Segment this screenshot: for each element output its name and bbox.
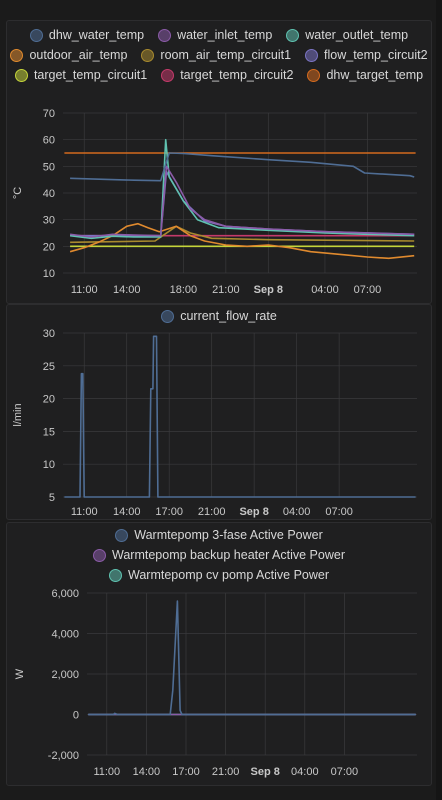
y-tick-label: 30 [43, 215, 55, 227]
x-tick-label: 21:00 [212, 284, 240, 296]
legend-swatch [161, 309, 175, 323]
y-tick-label: 20 [43, 394, 55, 406]
y-tick-label: 2,000 [51, 669, 79, 681]
series-line-room-air-temp-circuit1 [70, 225, 415, 244]
legend-swatch [158, 28, 172, 42]
legend-item-warmtepomp-cv-pomp-active-power[interactable]: Warmtepomp cv pomp Active Power [109, 567, 329, 583]
y-tick-label: 60 [43, 135, 55, 147]
legend-item-current-flow-rate[interactable]: current_flow_rate [161, 308, 277, 324]
legend-swatch [109, 568, 122, 582]
legend-label: current_flow_rate [180, 309, 277, 323]
y-tick-label: 6,000 [51, 588, 79, 600]
legend-item-warmtepomp-3-fase-active-power[interactable]: Warmtepomp 3-fase Active Power [115, 527, 323, 543]
power-panel: Warmtepomp 3-fase Active Power Warmtepomp… [6, 522, 432, 786]
legend-label: dhw_water_temp [48, 28, 145, 42]
flow-rate-panel: current_flow_rate 5 10 15 20 25 30 11:00 14:00 1… [6, 304, 432, 520]
x-tick-label: 14:00 [113, 284, 141, 296]
y-tick-label: -2,000 [48, 750, 79, 762]
y-tick-label: 4,000 [51, 629, 79, 641]
legend-label: room_air_temp_circuit1 [160, 48, 292, 62]
legend-item-dhw-target-temp[interactable]: dhw_target_temp [307, 67, 423, 83]
legend-label: Warmtepomp cv pomp Active Power [128, 568, 329, 582]
x-tick-label: 11:00 [93, 766, 120, 778]
x-tick-label: 04:00 [311, 284, 339, 296]
legend-label: water_inlet_temp [177, 28, 273, 42]
legend-swatch [14, 68, 28, 82]
legend-item-outdoor-air-temp[interactable]: outdoor_air_temp [10, 47, 127, 63]
x-tick-label: 18:00 [170, 284, 198, 296]
y-axis-label: °C [12, 187, 24, 199]
series-line-flow-temp-circuit2 [70, 170, 415, 237]
legend-item-water-outlet-temp[interactable]: water_outlet_temp [286, 27, 408, 43]
x-tick-label: 11:00 [71, 506, 98, 518]
y-tick-label: 25 [43, 361, 55, 373]
legend-swatch [115, 528, 129, 542]
x-tick-label: 11:00 [71, 284, 98, 296]
legend-label: dhw_target_temp [326, 68, 424, 82]
x-tick-label: 04:00 [283, 506, 311, 518]
x-tick-label: 14:00 [113, 506, 141, 518]
y-tick-label: 30 [43, 328, 55, 340]
legend-item-room-air-temp-circuit1[interactable]: room_air_temp_circuit1 [141, 47, 291, 63]
legend-label: target_temp_circuit1 [33, 68, 148, 82]
x-tick-label: 21:00 [198, 506, 226, 518]
power-chart: -2,000 0 2,000 4,000 6,000 11:00 14:00 17:00 21:… [14, 588, 417, 778]
y-tick-label: 15 [43, 426, 55, 438]
legend-swatch [307, 68, 321, 82]
series-line-water-inlet-temp [69, 165, 415, 238]
legend-item-warmtepomp-backup-heater-active-power[interactable]: Warmtepomp backup heater Active Power [93, 547, 345, 563]
power-legend: Warmtepomp 3-fase Active Power Warmtepomp… [7, 527, 431, 583]
x-tick-label: 14:00 [133, 766, 161, 778]
y-tick-label: 5 [49, 492, 55, 504]
y-tick-label: 40 [43, 188, 55, 200]
legend-swatch [141, 48, 155, 62]
temperature-legend: dhw_water_temp water_inlet_temp water_outl… [7, 27, 431, 83]
flow-rate-chart: 5 10 15 20 25 30 11:00 14:00 17:00 21:00 Sep 8 04:0… [12, 328, 417, 518]
legend-item-target-temp-circuit1[interactable]: target_temp_circuit1 [14, 67, 148, 83]
legend-swatch [305, 48, 319, 62]
y-tick-label: 0 [73, 710, 79, 722]
legend-item-water-inlet-temp[interactable]: water_inlet_temp [158, 27, 272, 43]
x-tick-label: 07:00 [325, 506, 353, 518]
x-tick-label: 07:00 [331, 766, 359, 778]
y-tick-label: 10 [43, 459, 55, 471]
legend-label: Warmtepomp backup heater Active Power [112, 548, 345, 562]
legend-swatch [93, 548, 106, 562]
legend-item-dhw-water-temp[interactable]: dhw_water_temp [29, 27, 145, 43]
y-axis-label: l/min [12, 403, 24, 426]
x-tick-label: Sep 8 [254, 284, 283, 296]
legend-swatch [161, 68, 175, 82]
legend-swatch [286, 28, 300, 42]
legend-label: water_outlet_temp [305, 28, 409, 42]
legend-label: Warmtepomp 3-fase Active Power [134, 528, 323, 542]
series-line-warmtepomp-3-fase-active-power [88, 600, 416, 716]
y-tick-label: 50 [43, 161, 55, 173]
x-tick-label: Sep 8 [239, 506, 268, 518]
series-line-water-outlet-temp [70, 138, 415, 240]
y-axis-label: W [14, 668, 26, 679]
legend-label: flow_temp_circuit2 [324, 48, 428, 62]
legend-label: target_temp_circuit2 [180, 68, 294, 82]
y-tick-label: 70 [43, 109, 55, 120]
x-tick-label: 07:00 [354, 284, 382, 296]
legend-item-flow-temp-circuit2[interactable]: flow_temp_circuit2 [305, 47, 428, 63]
flow-rate-legend: current_flow_rate [7, 308, 431, 324]
x-tick-label: 04:00 [291, 766, 319, 778]
legend-item-target-temp-circuit2[interactable]: target_temp_circuit2 [161, 67, 293, 83]
x-tick-label: 21:00 [212, 766, 240, 778]
series-line-current-flow-rate [64, 335, 416, 498]
legend-label: outdoor_air_temp [29, 48, 128, 62]
temperature-chart: 10 20 30 40 50 60 70 11:00 14:00 18:00 21:00 Sep 8 0… [12, 109, 417, 296]
scrollbar-track[interactable] [436, 0, 442, 800]
y-tick-label: 20 [43, 241, 55, 253]
x-tick-label: 17:00 [155, 506, 183, 518]
y-tick-label: 10 [43, 268, 55, 280]
legend-swatch [10, 48, 24, 62]
series-line-dhw-water-temp [70, 152, 415, 182]
x-tick-label: Sep 8 [251, 766, 280, 778]
x-tick-label: 17:00 [172, 766, 200, 778]
temperature-panel: dhw_water_temp water_inlet_temp water_outl… [6, 20, 432, 304]
legend-swatch [29, 28, 43, 42]
